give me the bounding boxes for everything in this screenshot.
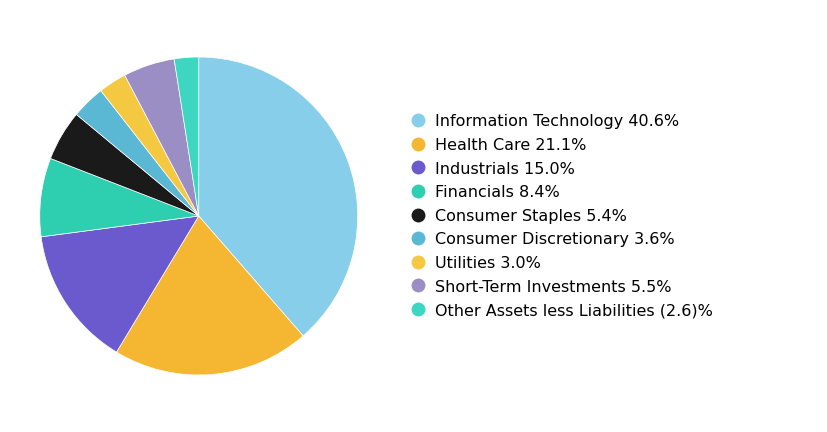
Wedge shape bbox=[174, 57, 198, 216]
Wedge shape bbox=[41, 216, 198, 352]
Wedge shape bbox=[76, 91, 198, 216]
Wedge shape bbox=[101, 75, 198, 216]
Legend: Information Technology 40.6%, Health Care 21.1%, Industrials 15.0%, Financials 8: Information Technology 40.6%, Health Car… bbox=[414, 114, 712, 318]
Wedge shape bbox=[125, 59, 198, 216]
Wedge shape bbox=[50, 114, 198, 216]
Wedge shape bbox=[117, 216, 303, 375]
Wedge shape bbox=[40, 159, 198, 237]
Wedge shape bbox=[198, 57, 357, 336]
